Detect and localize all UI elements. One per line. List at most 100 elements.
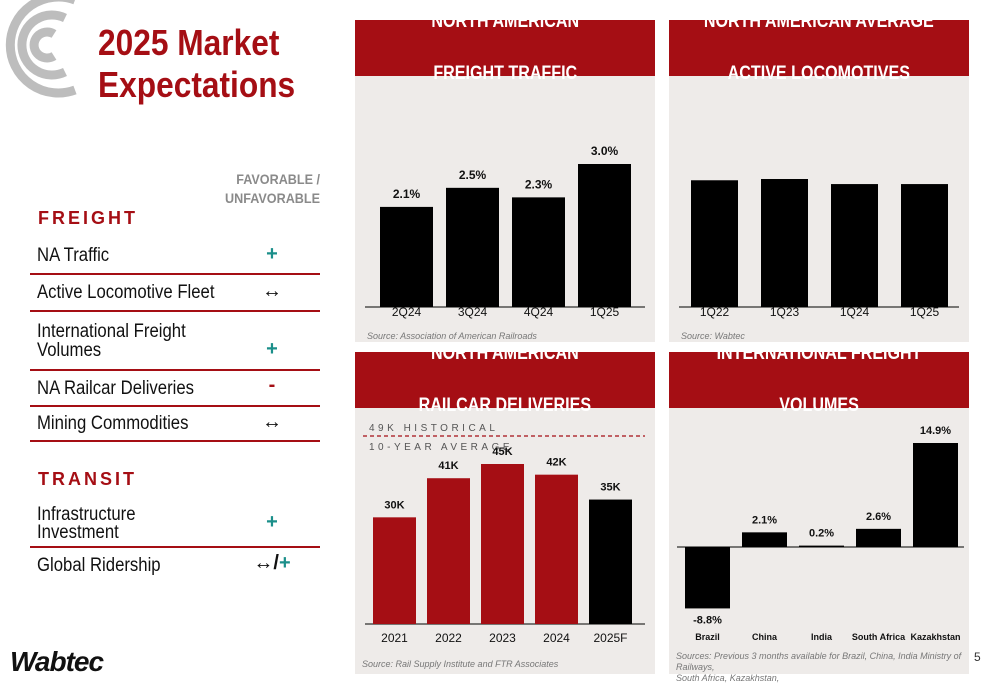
neutral-symbol: ↔/ xyxy=(253,552,279,574)
panel-freight-traffic: NORTH AMERICAN FREIGHT TRAFFIC 2.1% 2Q24 2.… xyxy=(355,11,655,342)
favorable-unfavorable-header: FAVORABLE / UNFAVORABLE xyxy=(225,171,320,206)
favorable-symbol: + xyxy=(278,552,291,574)
category-label: 2022 xyxy=(435,631,462,645)
category-label: 1Q23 xyxy=(770,305,800,319)
mixed-symbol: ↔/+ xyxy=(247,552,297,575)
bar xyxy=(481,464,524,624)
chart-title: NORTH AMERICAN RAILCAR DELIVERIES xyxy=(355,343,655,416)
category-label: China xyxy=(752,632,778,642)
category-label: 2024 xyxy=(543,631,570,645)
wabtec-swirl-logo xyxy=(5,0,77,98)
chart-source: Source: Rail Supply Institute and FTR As… xyxy=(362,659,559,669)
category-label: Brazil xyxy=(695,632,720,642)
data-label: 35K xyxy=(600,482,620,494)
chart-source: Source: Association of American Railroad… xyxy=(367,331,537,341)
category-label: 1Q25 xyxy=(590,305,620,319)
neutral-symbol: ↔ xyxy=(262,280,282,302)
row-label-line1: Infrastructure xyxy=(37,504,136,525)
page-number: 5 xyxy=(974,650,981,664)
bar xyxy=(799,545,844,548)
bar xyxy=(742,532,787,547)
bar xyxy=(761,179,808,307)
page-title: 2025 Market Expectations xyxy=(98,22,296,105)
bar xyxy=(691,180,738,307)
row-label: Mining Commodities xyxy=(37,413,189,434)
category-label: Kazakhstan xyxy=(910,632,960,642)
category-label: India xyxy=(811,632,833,642)
row-na-railcar-deliveries: NA Railcar Deliveries - xyxy=(30,371,320,407)
row-label: NA Traffic xyxy=(37,245,110,266)
favorable-symbol: + xyxy=(266,511,278,533)
row-label-line2: Investment xyxy=(37,522,119,543)
bar xyxy=(373,517,416,624)
data-label: 45K xyxy=(492,446,512,458)
row-label: Global Ridership xyxy=(37,555,161,576)
bar xyxy=(427,478,470,624)
bar xyxy=(512,197,565,307)
data-label: 2.1% xyxy=(752,514,777,526)
data-label: 14.9% xyxy=(920,425,951,437)
bar xyxy=(831,184,878,307)
data-label: -8.8% xyxy=(693,614,722,626)
category-label: South Africa xyxy=(852,632,906,642)
reference-label-line1: 49K HISTORICAL xyxy=(369,423,498,434)
bar xyxy=(685,547,730,609)
row-active-locomotive-fleet: Active Locomotive Fleet ↔ xyxy=(30,275,320,312)
bar xyxy=(589,499,632,624)
reference-label-line2: 10-YEAR AVERAGE xyxy=(369,442,513,453)
freight-traffic-chart: 2.1% 2Q24 2.5% 3Q24 2.3% 4Q24 3.0% 1Q25 xyxy=(365,144,645,319)
data-label: 3.0% xyxy=(591,144,619,158)
data-label: 2.5% xyxy=(459,168,487,182)
data-label: 41K xyxy=(438,460,458,472)
category-label: 4Q24 xyxy=(524,305,554,319)
panel-railcar-deliveries: NORTH AMERICAN RAILCAR DELIVERIES 49K HIS… xyxy=(355,343,655,674)
row-global-ridership: Global Ridership ↔/+ xyxy=(30,548,320,580)
wabtec-wordmark-logo: Wabtec xyxy=(10,646,104,677)
data-label: 42K xyxy=(546,457,566,469)
category-label: 2021 xyxy=(381,631,408,645)
row-label-line2: Volumes xyxy=(37,340,102,361)
international-freight-chart: -8.8% Brazil 2.1% China 0.2% India 2.6% South A… xyxy=(677,425,964,642)
bar xyxy=(856,528,901,547)
data-label: 2.3% xyxy=(525,177,553,191)
data-label: 0.2% xyxy=(809,528,834,540)
row-infrastructure-investment: Infrastructure Investment + xyxy=(30,496,320,548)
row-international-freight-volumes: International Freight Volumes + xyxy=(30,312,320,371)
panel-active-locomotives: NORTH AMERICAN AVERAGE ACTIVE LOCOMOTIVES… xyxy=(669,11,969,342)
chart-source: Sources: Previous 3 months available for… xyxy=(676,651,962,683)
panel-international-freight: INTERNATIONAL FREIGHT VOLUMES -8.8% Brazil… xyxy=(669,343,969,683)
chart-title: INTERNATIONAL FREIGHT VOLUMES xyxy=(669,343,969,416)
bar xyxy=(535,474,578,624)
neutral-symbol: ↔ xyxy=(262,411,282,433)
chart-source: Source: Wabtec xyxy=(681,331,745,341)
category-label: 1Q25 xyxy=(910,305,940,319)
row-label: Active Locomotive Fleet xyxy=(37,282,215,303)
row-label-line1: International Freight xyxy=(37,321,186,342)
category-label: 2023 xyxy=(489,631,516,645)
category-label: 2025F xyxy=(593,631,627,645)
favorable-symbol: + xyxy=(266,243,278,265)
chart-title: NORTH AMERICAN AVERAGE ACTIVE LOCOMOTIVES xyxy=(669,11,969,84)
chart-title: NORTH AMERICAN FREIGHT TRAFFIC xyxy=(355,11,655,84)
bar xyxy=(380,206,433,307)
bar xyxy=(446,187,499,307)
unfavorable-symbol: - xyxy=(268,374,276,396)
row-mining-commodities: Mining Commodities ↔ xyxy=(30,407,320,442)
bar xyxy=(913,443,958,547)
data-label: 2.6% xyxy=(866,511,891,523)
category-label: 2Q24 xyxy=(392,305,422,319)
bar xyxy=(578,164,631,307)
data-label: 2.1% xyxy=(393,187,421,201)
row-na-traffic: NA Traffic + xyxy=(30,238,320,275)
favorable-symbol: + xyxy=(266,338,278,360)
data-label: 30K xyxy=(384,499,404,511)
transit-section-label: TRANSIT xyxy=(38,469,137,489)
category-label: 3Q24 xyxy=(458,305,488,319)
category-label: 1Q24 xyxy=(840,305,870,319)
railcar-deliveries-chart: 49K HISTORICAL 10-YEAR AVERAGE 30K 2021 41K 2… xyxy=(363,423,645,645)
freight-section-label: FREIGHT xyxy=(38,208,138,228)
active-locomotives-chart: 1Q22 1Q23 1Q24 1Q25 xyxy=(679,179,959,319)
row-label: NA Railcar Deliveries xyxy=(37,378,195,399)
category-label: 1Q22 xyxy=(700,305,730,319)
bar xyxy=(901,184,948,307)
